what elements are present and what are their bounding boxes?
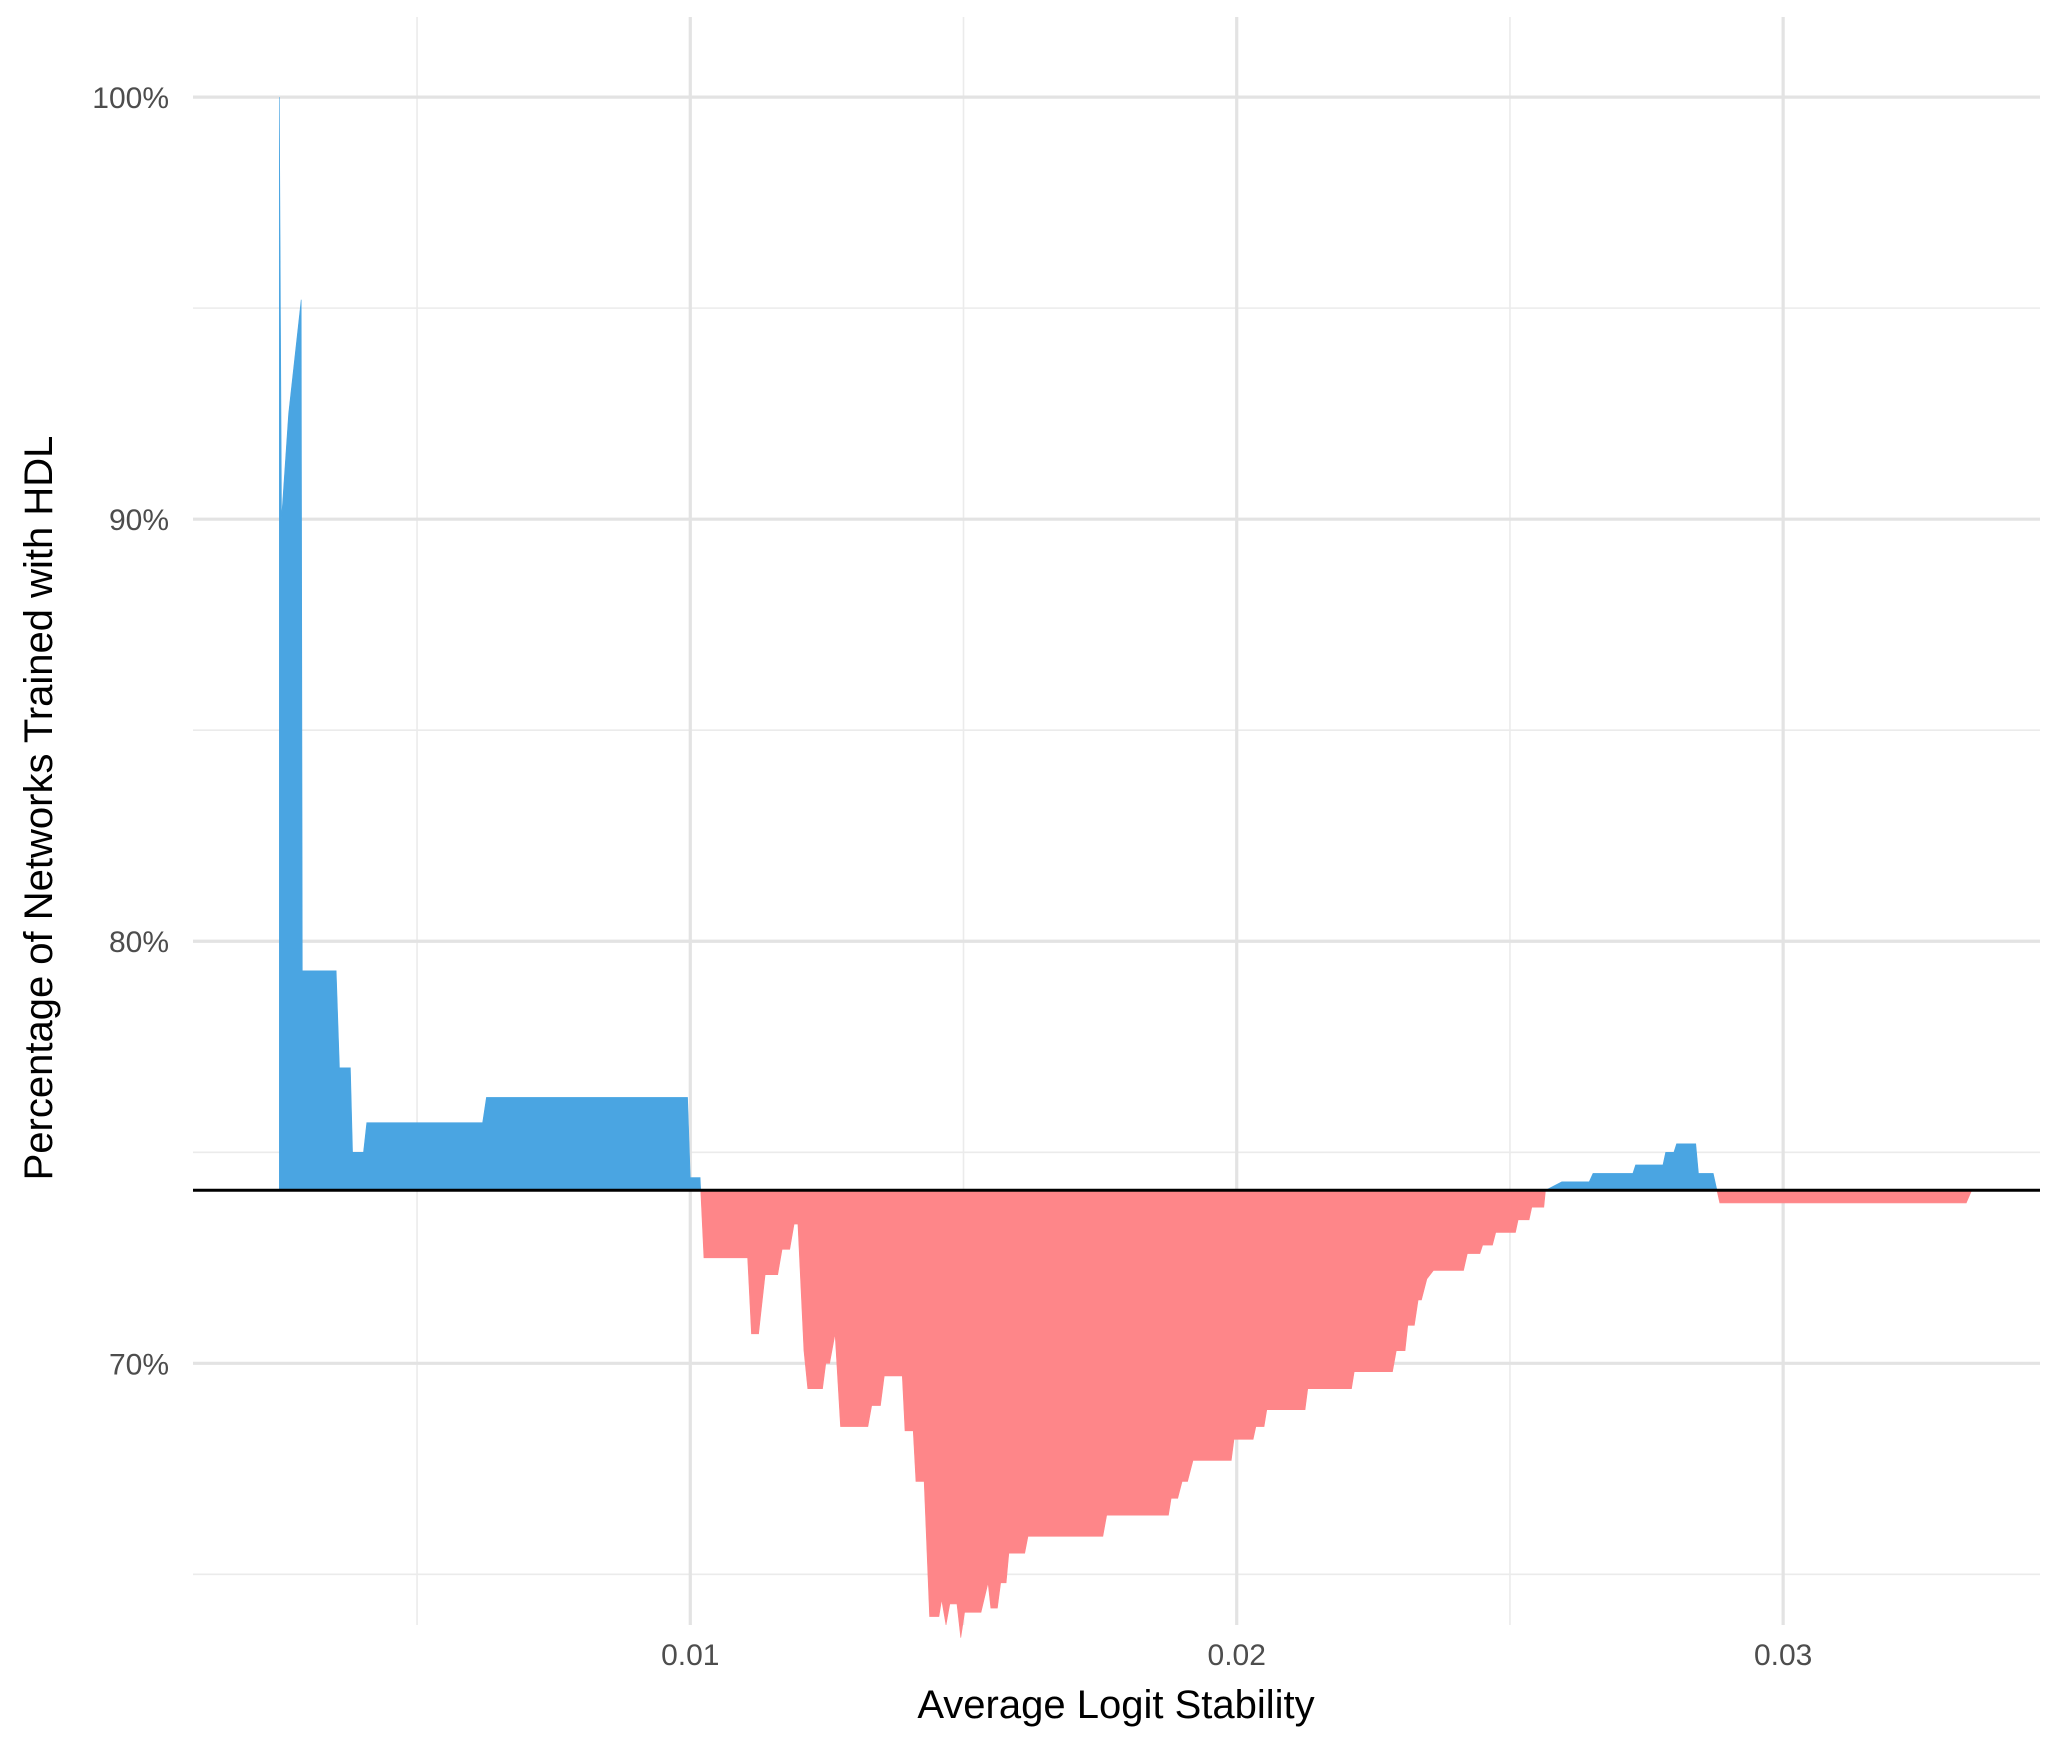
area-series: [279, 97, 1973, 1638]
major-gridlines: [193, 17, 2040, 1625]
area-below-reference: [700, 1189, 1546, 1638]
y-tick-label: 70%: [109, 1348, 169, 1381]
x-tick-label: 0.03: [1754, 1639, 1812, 1672]
y-tick-labels: 70% 80% 90% 100%: [92, 82, 169, 1381]
x-tick-labels: 0.01 0.02 0.03: [661, 1639, 1812, 1672]
area-below-reference: [1716, 1189, 1973, 1204]
y-axis-title: Percentage of Networks Trained with HDL: [17, 436, 61, 1181]
y-tick-label: 100%: [92, 82, 169, 115]
x-axis-title: Average Logit Stability: [917, 1683, 1314, 1727]
x-tick-label: 0.01: [661, 1639, 719, 1672]
area-above-reference: [1545, 1143, 1718, 1191]
area-above-reference: [279, 97, 702, 1191]
x-tick-label: 0.02: [1208, 1639, 1266, 1672]
y-tick-label: 90%: [109, 504, 169, 537]
y-tick-label: 80%: [109, 926, 169, 959]
